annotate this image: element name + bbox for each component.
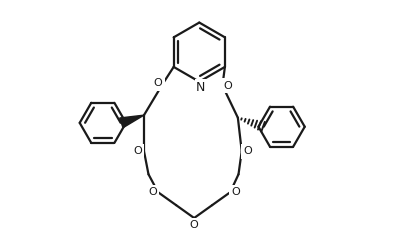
Text: O: O (133, 146, 142, 156)
Text: O: O (243, 146, 252, 156)
Text: O: O (153, 78, 161, 88)
Text: N: N (195, 81, 205, 94)
Text: O: O (223, 81, 232, 91)
Text: O: O (189, 220, 198, 230)
Text: O: O (148, 187, 157, 197)
Polygon shape (119, 115, 144, 128)
Text: O: O (231, 187, 240, 197)
